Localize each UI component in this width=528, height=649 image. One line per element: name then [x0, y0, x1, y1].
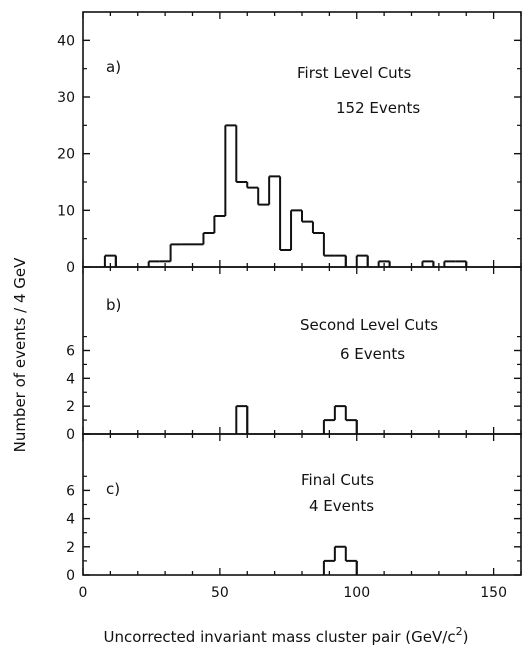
y-tick-label: 10 [57, 203, 75, 219]
y-tick-label: 6 [66, 483, 75, 499]
histogram-bin [147, 260, 160, 267]
panel-2: 0 2 4 6 b) Second Level Cuts 6 Events [66, 266, 522, 443]
panel-annotation: 152 Events [336, 99, 420, 117]
histogram-bin [246, 182, 259, 189]
panel-label: a) [106, 58, 121, 76]
panel-frame [82, 266, 522, 435]
histogram-bin [279, 176, 292, 251]
x-tick-label: 0 [79, 585, 88, 601]
y-tick-label: 0 [66, 427, 75, 443]
x-tick-label: 100 [343, 585, 370, 601]
x-axis-label: Uncorrected invariant mass cluster pair … [104, 625, 469, 646]
histogram-bin [333, 545, 346, 561]
panel-annotation: 6 Events [340, 345, 405, 363]
panel-1: 0 10 20 30 40 a) First Level Cuts 152 Events [57, 11, 522, 276]
y-tick-label: 30 [57, 90, 75, 106]
y-tick-label: 0 [66, 260, 75, 276]
histogram-bin [344, 406, 358, 434]
histogram-bin [235, 125, 248, 183]
panel-3: 0 2 4 6 c) Final Cuts 4 Events [66, 433, 522, 584]
histogram-bin [322, 419, 335, 434]
histogram-bin [455, 260, 468, 267]
histogram-bin [311, 221, 324, 234]
panel-annotation: Second Level Cuts [300, 316, 438, 334]
y-tick-label: 2 [66, 540, 75, 556]
histogram-bin [322, 233, 335, 257]
panel-annotation: 4 Events [309, 497, 374, 515]
histogram-bin [290, 209, 302, 250]
histogram-bin [322, 559, 335, 575]
histogram-bin [344, 546, 358, 575]
panel-annotation: First Level Cuts [297, 64, 412, 82]
x-axis-label-main: Uncorrected invariant mass cluster pair … [104, 628, 456, 646]
panel-frame [82, 433, 522, 576]
panel-annotation: Final Cuts [301, 471, 374, 489]
panel-label: c) [106, 480, 120, 498]
y-tick-label: 20 [57, 147, 75, 163]
y-tick-label: 4 [66, 512, 75, 528]
y-tick-label: 2 [66, 399, 75, 415]
histogram-bin [169, 243, 182, 262]
histogram-bin [421, 260, 435, 267]
panel-frame [82, 11, 522, 268]
histogram-bin [268, 175, 281, 205]
panel-label: b) [106, 296, 121, 314]
histogram-bin [334, 254, 347, 267]
histogram-bin [257, 187, 270, 206]
histogram-bin [443, 260, 456, 267]
y-tick-label: 0 [66, 568, 75, 584]
histogram-bin [235, 405, 249, 434]
histogram-bin [213, 215, 226, 233]
y-axis-label: Number of events / 4 GeV [11, 257, 29, 453]
histogram-bin [224, 124, 237, 216]
y-tick-label: 40 [57, 33, 75, 49]
histogram-bin [202, 232, 215, 245]
x-tick-label: 150 [480, 585, 507, 601]
histogram-bin [301, 210, 313, 223]
y-tick-label: 6 [66, 344, 75, 360]
x-tick-labels: 0 50 100 150 [79, 585, 507, 601]
y-tick-label: 4 [66, 371, 75, 387]
x-axis-label-suffix: ) [463, 628, 469, 646]
x-tick-label: 50 [211, 585, 229, 601]
histogram-bin [333, 405, 346, 421]
histogram-bin [355, 254, 369, 267]
x-axis-label-superscript: 2 [456, 625, 463, 638]
